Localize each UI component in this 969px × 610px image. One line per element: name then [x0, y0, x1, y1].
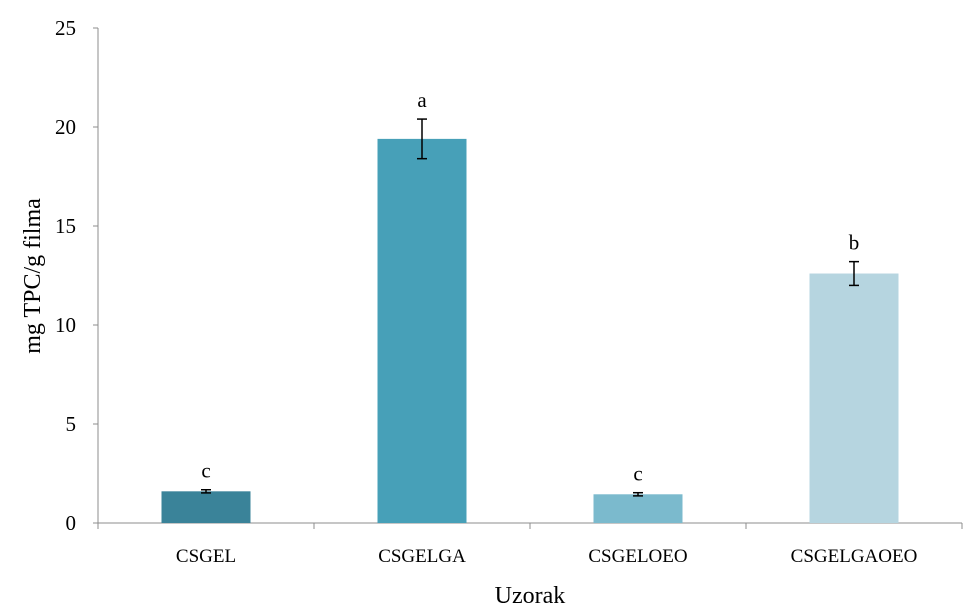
significance-label: a [417, 88, 427, 112]
x-axis-title: Uzorak [495, 583, 566, 609]
significance-label: b [849, 231, 860, 255]
y-tick-label: 25 [55, 16, 76, 40]
y-tick-label: 5 [66, 412, 77, 436]
y-tick-label: 0 [66, 511, 77, 535]
significance-labels: c a c b [201, 88, 859, 486]
x-tick-label: CSGELGAOEO [791, 546, 918, 567]
bar [593, 494, 683, 523]
y-tick-label: 10 [55, 313, 76, 337]
bar [809, 273, 899, 523]
bar [161, 491, 251, 523]
significance-label: c [201, 459, 210, 483]
bars [161, 138, 899, 523]
bar [377, 138, 467, 523]
x-axis: CSGEL CSGELGA CSGELOEO CSGELGAOEO [97, 522, 963, 567]
error-bars [201, 118, 859, 497]
y-tick-label: 20 [55, 115, 76, 139]
y-tick-label: 15 [55, 214, 76, 238]
x-tick-label: CSGELOEO [588, 546, 687, 567]
x-tick-label: CSGEL [176, 546, 236, 567]
significance-label: c [633, 462, 642, 486]
x-tick-label: CSGELGA [378, 546, 466, 567]
y-axis-title: mg TPC/g filma [20, 198, 46, 354]
y-axis: 0 5 10 15 20 25 [55, 16, 99, 535]
